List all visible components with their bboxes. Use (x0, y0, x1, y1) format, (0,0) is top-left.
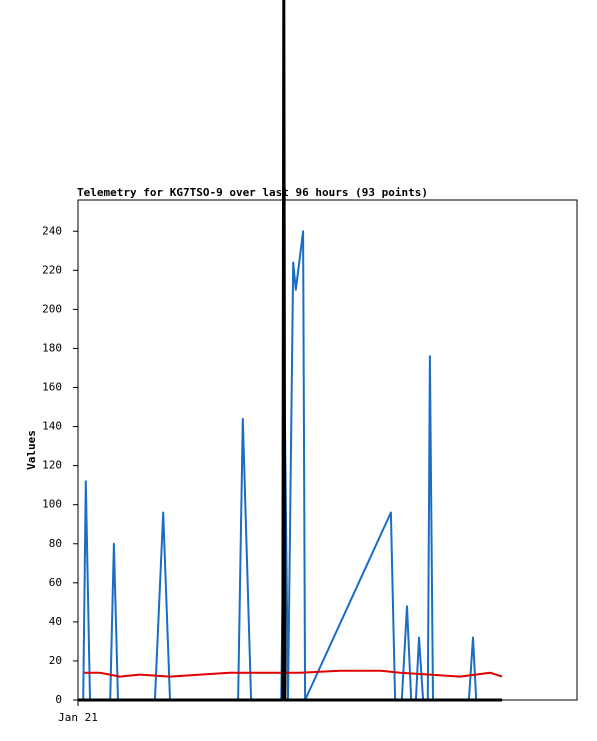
y-tick-label: 180 (42, 341, 62, 354)
y-tick-label: 100 (42, 498, 62, 511)
y-tick-label: 60 (49, 576, 62, 589)
y-tick-label: 0 (55, 693, 62, 706)
x-tick-label: Jan 21 (58, 711, 98, 724)
y-tick-label: 80 (49, 537, 62, 550)
chart-title: Telemetry for KG7TSO-9 over last 96 hour… (77, 186, 428, 199)
y-tick-label: 220 (42, 263, 62, 276)
y-tick-label: 240 (42, 224, 62, 237)
series-line (78, 0, 503, 702)
series-line (84, 669, 503, 678)
y-tick-label: 20 (49, 654, 62, 667)
y-tick-label: 140 (42, 420, 62, 433)
y-tick-label: 120 (42, 459, 62, 472)
y-tick-label: 40 (49, 615, 62, 628)
y-axis-label: Values (25, 430, 38, 470)
y-tick-label: 160 (42, 381, 62, 394)
y-tick-label: 200 (42, 302, 62, 315)
plot-frame (77, 199, 578, 701)
